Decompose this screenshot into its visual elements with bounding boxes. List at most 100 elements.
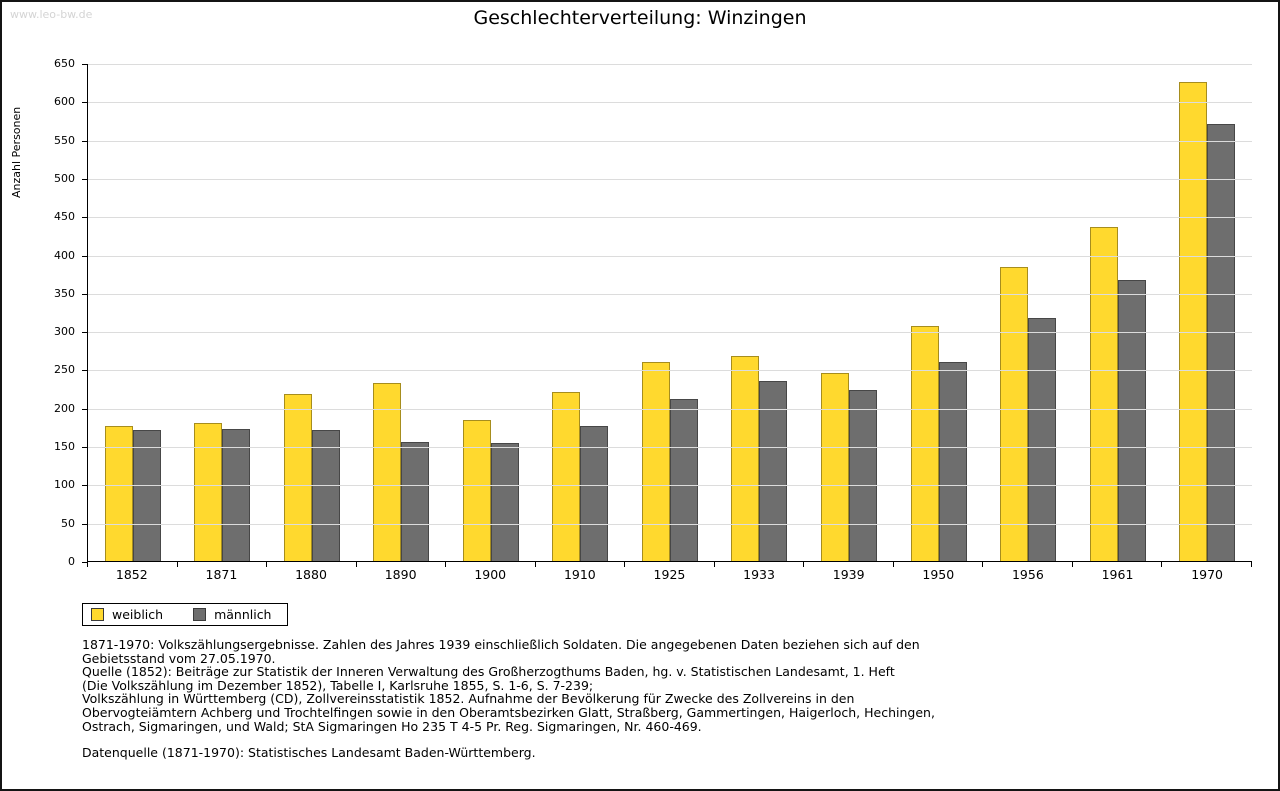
bar-männlich-1925	[669, 398, 698, 561]
gridline	[88, 64, 1252, 65]
y-tick	[82, 485, 87, 487]
bar-weiblich-1871	[194, 422, 223, 561]
bar-weiblich-1970	[1179, 82, 1208, 561]
bar-group-1939	[804, 64, 894, 561]
bar-group-1880	[267, 64, 357, 561]
x-tick	[982, 562, 984, 567]
y-tick	[82, 255, 87, 257]
y-tick-label: 250	[54, 363, 75, 377]
gridline	[88, 447, 1252, 449]
legend-swatch-männlich	[193, 608, 207, 621]
bar-weiblich-1933	[731, 356, 760, 561]
gridline	[88, 178, 1252, 180]
x-labels: 1852 1871 1880 1890 1900 1910 1925 1933 1939 1950…	[87, 567, 1252, 582]
y-tick	[82, 332, 87, 334]
y-tick-label: 100	[54, 478, 75, 492]
x-tick	[713, 562, 715, 567]
bar-männlich-1933	[759, 381, 788, 561]
y-tick-label: 450	[54, 210, 75, 224]
x-tick	[803, 562, 805, 567]
x-tick-label-1939: 1939	[832, 567, 865, 582]
x-tick-label-1950: 1950	[922, 567, 955, 582]
y-tick	[82, 217, 87, 219]
x-tick-label-1871: 1871	[205, 567, 238, 582]
bar-group-1956	[983, 64, 1073, 561]
footer-note-line: 1871-1970: Volkszählungsergebnisse. Zahl…	[82, 637, 920, 652]
bar-weiblich-1890	[373, 382, 402, 561]
bar-weiblich-1961	[1089, 226, 1118, 561]
footer-note-line: Ostrach, Sigmaringen, und Wald; StA Sigm…	[82, 718, 702, 734]
y-tick	[82, 293, 87, 295]
x-tick-label-1900: 1900	[474, 567, 507, 582]
x-tick-label-1852: 1852	[115, 567, 148, 582]
y-tick-label: 200	[54, 401, 75, 415]
y-tick-label: 50	[61, 516, 75, 530]
x-tick-label-1880: 1880	[295, 567, 327, 582]
footer: 1871-1970: Volkszählungsergebnisse. Zahl…	[82, 638, 935, 760]
y-tick-label: 500	[54, 171, 75, 185]
y-tick	[82, 523, 87, 525]
bar-männlich-1890	[401, 441, 430, 561]
footer-source: Datenquelle (1871-1970): Statistisches L…	[82, 745, 536, 761]
y-tick-label: 350	[54, 286, 75, 300]
legend: weiblich männlich	[82, 603, 289, 626]
bar-weiblich-1956	[1000, 266, 1029, 561]
bar-weiblich-1852	[104, 426, 133, 561]
gridline	[88, 523, 1252, 525]
y-tick-label: 300	[54, 325, 75, 339]
footer-note-line: (Die Volkszählung im Dezember 1852), Tab…	[82, 677, 594, 693]
x-tick	[87, 562, 88, 567]
bar-weiblich-1950	[910, 325, 939, 561]
gridline	[88, 485, 1252, 487]
chart-title: Geschlechterverteilung: Winzingen	[473, 7, 807, 29]
y-tick	[82, 408, 87, 410]
bar-group-1871	[178, 64, 268, 561]
gridline	[88, 255, 1252, 257]
gridline	[88, 140, 1252, 142]
bar-group-1890	[357, 64, 447, 561]
plot-area	[87, 64, 1252, 567]
y-tick	[82, 140, 87, 142]
y-tick-label: 0	[68, 555, 75, 568]
legend-item-männlich: männlich	[193, 607, 271, 622]
gridline	[88, 332, 1252, 334]
bar-männlich-1910	[580, 425, 609, 561]
gridline	[88, 408, 1252, 410]
x-tick	[1161, 562, 1163, 567]
bar-groups	[88, 64, 1252, 561]
bar-weiblich-1880	[283, 394, 312, 561]
footer-note-line: Volkszählung in Württemberg (CD), Zollve…	[82, 691, 855, 707]
y-tick-label: 600	[54, 95, 75, 109]
legend-item-weiblich: weiblich	[91, 607, 163, 622]
legend-label-männlich: männlich	[214, 607, 272, 622]
y-tick	[82, 102, 87, 104]
legend-swatch-weiblich	[91, 608, 104, 621]
footer-note-line: Obervogteiämtern Achberg und Trochtelfin…	[82, 704, 935, 720]
bar-group-1933	[715, 64, 805, 561]
footer-note-line: Quelle (1852): Beiträge zur Statistik de…	[82, 664, 895, 680]
y-tick-label: 150	[54, 440, 75, 454]
gridline	[88, 217, 1252, 219]
bar-group-1961	[1073, 64, 1163, 561]
bar-männlich-1970	[1207, 124, 1236, 561]
x-tick-label-1970: 1970	[1191, 567, 1224, 582]
bar-männlich-1880	[311, 429, 340, 561]
x-tick	[1071, 562, 1073, 567]
x-tick-label-1961: 1961	[1101, 567, 1134, 582]
gridline	[88, 102, 1252, 104]
x-tick	[445, 562, 447, 567]
y-tick	[82, 447, 87, 449]
gridline	[88, 370, 1252, 372]
bar-männlich-1939	[849, 389, 878, 561]
footer-notes: 1871-1970: Volkszählungsergebnisse. Zahl…	[82, 638, 935, 733]
bar-group-1852	[88, 64, 178, 561]
gridline	[88, 293, 1252, 295]
bar-männlich-1852	[132, 429, 161, 561]
legend-label-weiblich: weiblich	[112, 607, 164, 622]
x-tick-label-1925: 1925	[653, 567, 686, 582]
y-tick	[82, 562, 87, 563]
y-tick-label: 650	[54, 57, 75, 70]
bar-männlich-1871	[222, 428, 251, 561]
bar-männlich-1950	[938, 362, 967, 561]
